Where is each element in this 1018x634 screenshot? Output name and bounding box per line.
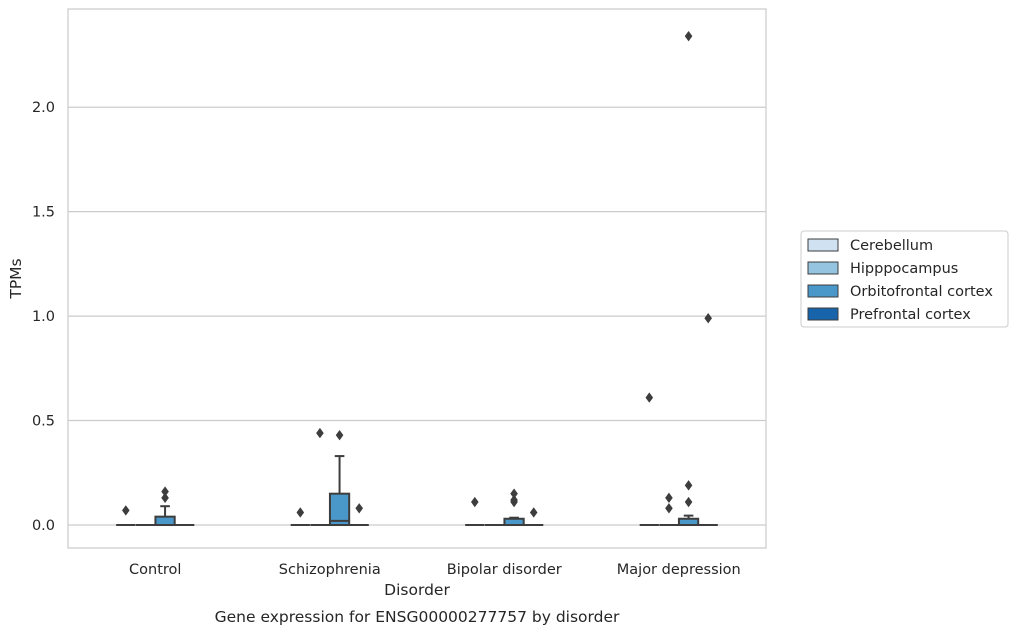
outlier-point xyxy=(296,507,305,518)
legend-swatch xyxy=(807,261,839,275)
legend: Cerebellum Hipppocampus Orbitofrontal cort… xyxy=(800,230,1009,328)
box-hipppocampus xyxy=(310,427,330,527)
y-tick-label: 2.0 xyxy=(32,100,55,116)
outlier-point xyxy=(335,429,344,441)
x-tick-label: Bipolar disorder xyxy=(447,562,562,578)
y-tick-label: 1.5 xyxy=(32,205,55,221)
outlier-point xyxy=(529,507,538,518)
legend-swatch xyxy=(807,284,839,298)
outlier-point xyxy=(665,492,673,504)
box-cerebellum xyxy=(290,507,310,527)
outlier-point xyxy=(704,312,712,324)
legend-label: Orbitofrontal cortex xyxy=(850,284,993,300)
outlier-point xyxy=(161,492,169,504)
box-plots xyxy=(116,30,718,527)
outlier-point xyxy=(316,427,324,439)
box-prefrontal-cortex xyxy=(698,312,718,527)
outlier-point xyxy=(355,503,363,514)
y-tick-label: 0.5 xyxy=(32,414,55,430)
box-prefrontal-cortex xyxy=(524,507,544,527)
outlier-point xyxy=(122,505,130,516)
outlier-point xyxy=(161,486,169,497)
outlier-point xyxy=(684,496,693,508)
box-cerebellum xyxy=(465,496,485,527)
box-orbitofrontal-cortex xyxy=(154,486,176,527)
x-axis-label: Disorder xyxy=(384,581,450,599)
outlier-point xyxy=(645,392,654,403)
x-tick-label: Control xyxy=(129,562,181,578)
x-axis-ticks: Control Schizophrenia Bipolar disorder Majo… xyxy=(129,562,741,578)
chart-title: Gene expression for ENSG00000277757 by d… xyxy=(215,608,620,626)
outlier-point xyxy=(510,488,518,499)
outlier-point xyxy=(684,480,693,491)
outlier-point xyxy=(471,496,479,508)
legend-swatch xyxy=(807,238,839,252)
box-prefrontal-cortex xyxy=(349,503,369,527)
box-orbitofrontal-cortex xyxy=(503,488,525,527)
plot-frame xyxy=(67,8,767,549)
x-tick-label: Major depression xyxy=(617,562,741,578)
box-cerebellum xyxy=(116,505,136,527)
outlier-point xyxy=(684,30,693,42)
x-tick-label: Schizophrenia xyxy=(279,562,381,578)
box-body xyxy=(154,515,176,527)
box-orbitofrontal-cortex xyxy=(677,30,700,527)
legend-label: Hipppocampus xyxy=(850,261,958,277)
box-orbitofrontal-cortex xyxy=(328,429,351,527)
grid-lines xyxy=(68,106,766,526)
y-axis-label: TPMs xyxy=(7,258,25,299)
outlier-point xyxy=(665,503,673,514)
legend-label: Prefrontal cortex xyxy=(850,307,971,323)
box-hipppocampus xyxy=(659,492,679,527)
legend-swatch xyxy=(807,307,839,321)
box-cerebellum xyxy=(639,392,659,527)
y-tick-label: 0.0 xyxy=(32,518,55,534)
outlier-point xyxy=(510,494,518,506)
box-body xyxy=(328,492,351,527)
y-tick-label: 1.0 xyxy=(32,309,55,325)
legend-label: Cerebellum xyxy=(850,238,933,254)
legend-frame xyxy=(800,230,1009,328)
y-axis-ticks: 0.0 0.5 1.0 1.5 2.0 xyxy=(32,100,55,534)
